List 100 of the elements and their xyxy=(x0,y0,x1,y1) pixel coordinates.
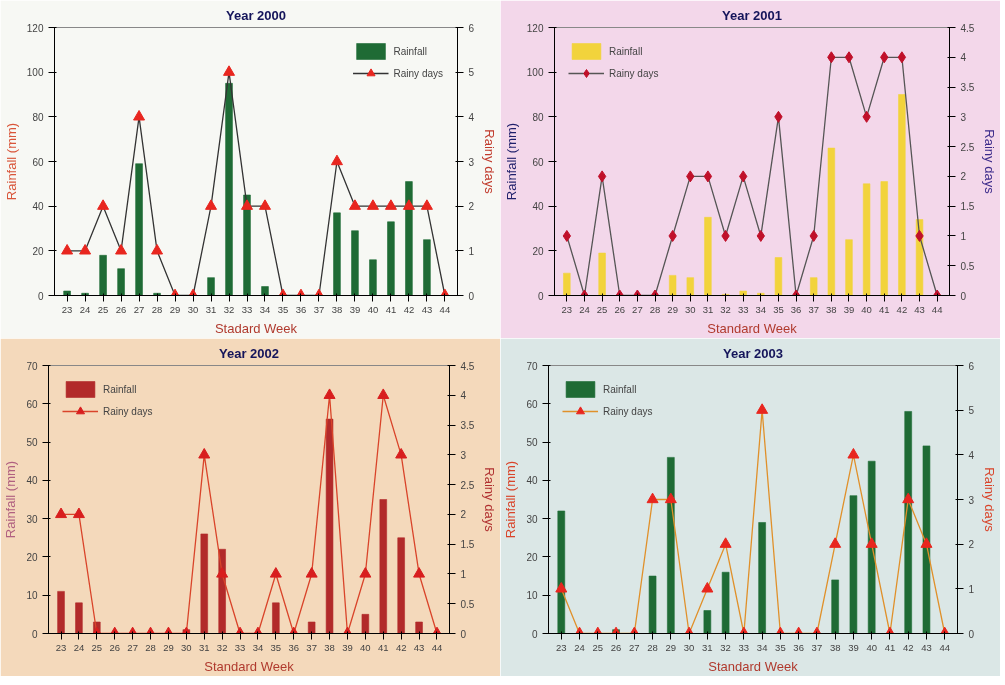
x-tick-label: 40 xyxy=(861,303,872,315)
x-tick-label: 34 xyxy=(259,303,271,315)
x-tick-label: 43 xyxy=(914,303,925,315)
x-tick-label: 38 xyxy=(331,303,343,315)
y-tick-label: 20 xyxy=(32,245,44,257)
y-tick-label: 60 xyxy=(26,398,38,410)
x-tick-label: 40 xyxy=(866,641,877,653)
y-tick-label: 120 xyxy=(526,22,544,34)
x-tick-label: 31 xyxy=(702,303,714,315)
y2-tick-label: 6 xyxy=(468,22,475,34)
chart-title: Year 2001 xyxy=(722,7,783,23)
y2-tick-label: 6 xyxy=(968,360,975,372)
y-tick-label: 80 xyxy=(32,111,44,123)
x-tick-label: 41 xyxy=(884,641,896,653)
y2-tick-label: 1 xyxy=(468,245,475,257)
x-tick-label: 31 xyxy=(205,303,217,315)
y-tick-label: 0 xyxy=(31,628,38,640)
x-axis-title: Stadard Week xyxy=(214,320,298,336)
x-tick-label: 39 xyxy=(843,303,855,315)
x-tick-label: 39 xyxy=(848,641,859,653)
legend-label: Rainy days xyxy=(103,405,153,417)
x-tick-label: 27 xyxy=(629,641,640,653)
y-tick-label: 40 xyxy=(526,475,538,487)
x-tick-label: 33 xyxy=(234,641,246,653)
y2-tick-label: 2.5 xyxy=(460,479,475,491)
x-tick-label: 36 xyxy=(790,303,802,315)
y-axis-title: Rainfall (mm) xyxy=(503,122,519,201)
x-tick-label: 30 xyxy=(683,641,695,653)
x-tick-label: 23 xyxy=(55,641,67,653)
x-tick-label: 35 xyxy=(270,641,282,653)
legend-label: Rainy days xyxy=(603,405,653,417)
x-axis-title: Standard Week xyxy=(204,658,295,674)
legend-label: Rainy days xyxy=(393,67,443,79)
legend-label: Rainfall xyxy=(393,45,427,57)
y2-tick-label: 4 xyxy=(968,449,975,461)
x-tick-label: 41 xyxy=(377,641,389,653)
y2-tick-label: 1.5 xyxy=(960,201,975,213)
y2-tick-label: 0.5 xyxy=(460,598,475,610)
y-tick-label: 20 xyxy=(532,245,544,257)
x-tick-label: 27 xyxy=(127,641,138,653)
y-tick-label: 40 xyxy=(26,475,38,487)
y-tick-label: 60 xyxy=(526,398,538,410)
legend-label: Rainfall xyxy=(103,383,137,395)
y2-tick-label: 0 xyxy=(468,290,475,302)
x-tick-label: 30 xyxy=(187,303,199,315)
y-tick-label: 0 xyxy=(531,628,538,640)
x-tick-label: 42 xyxy=(403,303,415,315)
x-axis-title: Standard Week xyxy=(708,658,799,674)
y2-tick-label: 2 xyxy=(468,201,475,213)
y-tick-label: 30 xyxy=(526,513,538,525)
x-tick-label: 35 xyxy=(277,303,289,315)
x-tick-label: 42 xyxy=(395,641,407,653)
x-tick-label: 23 xyxy=(561,303,573,315)
y-tick-label: 100 xyxy=(26,67,44,79)
x-tick-label: 36 xyxy=(295,303,307,315)
x-tick-label: 35 xyxy=(775,641,786,653)
y-tick-label: 40 xyxy=(532,201,544,213)
x-tick-label: 29 xyxy=(665,641,677,653)
x-tick-label: 43 xyxy=(421,303,433,315)
x-tick-label: 44 xyxy=(431,641,443,653)
y2-tick-label: 0 xyxy=(960,290,967,302)
y2-axis-title: Rainy days xyxy=(982,129,998,195)
y-tick-label: 70 xyxy=(526,360,538,372)
y-tick-label: 10 xyxy=(26,590,38,602)
x-tick-label: 32 xyxy=(216,641,228,653)
x-tick-label: 24 xyxy=(79,303,91,315)
y-tick-label: 80 xyxy=(532,111,544,123)
y-tick-label: 0 xyxy=(537,290,544,302)
y-axis-title: Rainfall (mm) xyxy=(3,122,19,201)
chart-title: Year 2002 xyxy=(219,345,280,361)
y2-axis-title: Rainy days xyxy=(482,467,498,533)
y2-tick-label: 4.5 xyxy=(460,360,475,372)
x-tick-label: 37 xyxy=(808,303,820,315)
x-tick-label: 30 xyxy=(181,641,192,653)
x-tick-label: 38 xyxy=(829,641,841,653)
y2-tick-label: 2.5 xyxy=(960,141,975,153)
x-tick-label: 38 xyxy=(826,303,837,315)
x-tick-label: 36 xyxy=(288,641,300,653)
y2-tick-label: 3 xyxy=(968,494,975,506)
y2-tick-label: 0 xyxy=(968,628,975,640)
y-tick-label: 0 xyxy=(37,290,44,302)
x-tick-label: 25 xyxy=(596,303,608,315)
x-tick-label: 25 xyxy=(91,641,103,653)
x-tick-label: 44 xyxy=(931,303,943,315)
y2-tick-label: 2 xyxy=(460,509,467,521)
legend-label: Rainfall xyxy=(603,383,637,395)
y-tick-label: 60 xyxy=(32,156,44,168)
y2-tick-label: 5 xyxy=(468,67,475,79)
y-tick-label: 70 xyxy=(26,360,38,372)
x-tick-label: 26 xyxy=(610,641,622,653)
chart-title: Year 2000 xyxy=(226,7,287,23)
x-tick-label: 26 xyxy=(614,303,626,315)
x-tick-label: 39 xyxy=(342,641,353,653)
y-tick-label: 20 xyxy=(26,551,38,563)
x-tick-label: 41 xyxy=(385,303,397,315)
x-tick-label: 28 xyxy=(145,641,156,653)
chart-title: Year 2003 xyxy=(723,345,784,361)
y2-tick-label: 4 xyxy=(960,52,967,64)
x-tick-label: 33 xyxy=(737,303,749,315)
y2-tick-label: 3 xyxy=(468,156,475,168)
